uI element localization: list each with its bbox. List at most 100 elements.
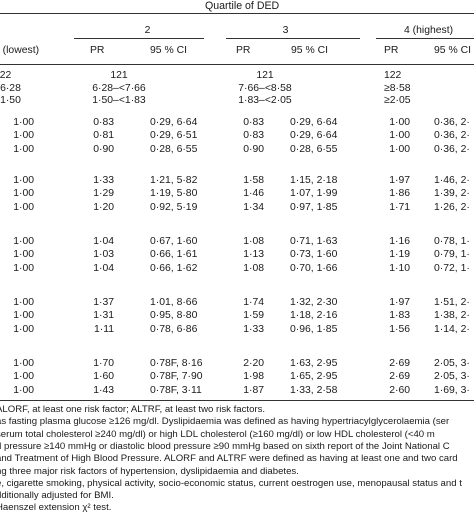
table-cell: 0·73, 1·60 bbox=[290, 249, 338, 261]
column-header: PR bbox=[236, 45, 251, 56]
table-cell: 1·51, 2· bbox=[434, 297, 470, 308]
table-cell: 1·00 bbox=[13, 201, 34, 213]
table-cell: 1·39, 2· bbox=[434, 188, 470, 200]
footnote-line: and Treatment of High Blood Pressure. AL… bbox=[0, 453, 458, 465]
footnote-line: as fasting plasma glucose ≥126 mg/dl. Dy… bbox=[0, 416, 450, 428]
table-cell: 1·14, 2· bbox=[434, 323, 470, 335]
table-cell: 0·29, 6·51 bbox=[150, 130, 198, 142]
table-cell: 0·28, 6·55 bbox=[290, 143, 338, 155]
table-cell: 0·36, 2· bbox=[434, 143, 470, 155]
table-cell: 1·59 bbox=[243, 310, 264, 322]
table-cell: 2·60 bbox=[389, 384, 410, 396]
column-header: 95 % CI bbox=[150, 45, 187, 56]
table-cell: 1·00 bbox=[389, 117, 410, 128]
summary-cell: 6·28–<7·66 bbox=[92, 82, 146, 94]
quartile-header: 2 bbox=[144, 25, 151, 36]
q2-rule bbox=[74, 38, 204, 39]
summary-cell: 122 bbox=[0, 70, 12, 81]
column-header: 95 % CI bbox=[434, 45, 471, 56]
table-cell: 1·98 bbox=[243, 371, 264, 383]
table-cell: 1·10 bbox=[389, 262, 410, 274]
table-cell: 1·00 bbox=[13, 262, 34, 274]
table-cell: 0·36, 2· bbox=[434, 117, 470, 128]
table-cell: 0·36, 2· bbox=[434, 130, 470, 142]
table-cell: 1·87 bbox=[243, 384, 264, 396]
table-cell: 1·70 bbox=[93, 358, 114, 369]
summary-cell: 121 bbox=[110, 70, 128, 81]
table-cell: 1·00 bbox=[13, 310, 34, 322]
table-cell: 1·00 bbox=[13, 117, 34, 128]
table-cell: 1·29 bbox=[93, 188, 114, 200]
header-bottom-rule bbox=[0, 64, 474, 65]
table-cell: 0·78F, 3·11 bbox=[150, 384, 202, 396]
footnote-line: e, cigarette smoking, physical activity,… bbox=[0, 477, 462, 489]
table-cell: 1·38, 2· bbox=[434, 310, 470, 322]
table-bottom-rule bbox=[0, 400, 474, 401]
table-cell: 2·05, 3· bbox=[434, 371, 470, 383]
table-cell: 0·96, 1·85 bbox=[290, 323, 338, 335]
quartile-header: 4 (highest) bbox=[404, 25, 454, 36]
table-cell: 0·97, 1·85 bbox=[290, 201, 338, 213]
column-header: PR bbox=[384, 45, 399, 56]
footnote-line: Haenszel extension χ² test. bbox=[0, 502, 112, 514]
table-cell: 0·81 bbox=[93, 130, 114, 142]
footnote-line: d pressure ≥140 mmHg or diastolic blood … bbox=[0, 440, 450, 452]
table-cell: 0·90 bbox=[93, 143, 114, 155]
table-cell: 2·69 bbox=[389, 358, 410, 369]
table-cell: 1·97 bbox=[389, 297, 410, 308]
table-cell: 0·90 bbox=[243, 143, 264, 155]
table-cell: 1·60 bbox=[93, 371, 114, 383]
table-cell: 1·63, 2·95 bbox=[290, 358, 338, 369]
table-cell: 1·43 bbox=[93, 384, 114, 396]
table-cell: 1·00 bbox=[13, 249, 34, 261]
table-cell: 0·92, 5·19 bbox=[150, 201, 198, 213]
table-cell: 1·00 bbox=[13, 371, 34, 383]
table-cell: 0·71, 1·63 bbox=[290, 236, 338, 247]
table-cell: 1·21, 5·82 bbox=[150, 175, 198, 186]
quartile-header: 3 bbox=[282, 25, 289, 36]
table-cell: 0·29, 6·64 bbox=[290, 130, 338, 142]
table-cell: 1·16 bbox=[389, 236, 410, 247]
table-cell: 0·83 bbox=[243, 130, 264, 142]
table-cell: 1·13 bbox=[243, 249, 264, 261]
table-cell: 1·00 bbox=[13, 358, 34, 369]
table-cell: 1·15, 2·18 bbox=[290, 175, 338, 186]
table-cell: 1·46, 2· bbox=[434, 175, 470, 186]
table-cell: 2·69 bbox=[389, 371, 410, 383]
table-cell: 0·66, 1·61 bbox=[150, 249, 198, 261]
spanner-rule bbox=[0, 13, 474, 14]
table-cell: 1·07, 1·99 bbox=[290, 188, 338, 200]
table-cell: 1·01, 8·66 bbox=[150, 297, 198, 308]
footnote-line: dditionally adjusted for BMI. bbox=[0, 490, 114, 502]
table-cell: 1·00 bbox=[389, 130, 410, 142]
table-cell: 1·32, 2·30 bbox=[290, 297, 338, 308]
table-cell: 1·00 bbox=[13, 175, 34, 186]
table-cell: 0·95, 8·80 bbox=[150, 310, 198, 322]
table-cell: 1·65, 2·95 bbox=[290, 371, 338, 383]
table-cell: 1·33 bbox=[243, 323, 264, 335]
q3-rule bbox=[226, 38, 360, 39]
table-cell: 0·29, 6·64 bbox=[150, 117, 198, 128]
table-cell: 1·19 bbox=[389, 249, 410, 261]
table-cell: 1·00 bbox=[13, 297, 34, 308]
quartile-header: 1 (lowest) bbox=[0, 45, 40, 56]
summary-cell: <6·28 bbox=[0, 82, 21, 94]
table-cell: 0·72, 1· bbox=[434, 262, 470, 274]
table-cell: 0·83 bbox=[243, 117, 264, 128]
summary-cell: 7·66–<8·58 bbox=[238, 82, 292, 94]
table-cell: 0·78F, 8·16 bbox=[150, 358, 203, 369]
table-cell: 0·83 bbox=[93, 117, 114, 128]
footnote-line: ng three major risk factors of hypertens… bbox=[0, 465, 299, 477]
table-cell: 1·00 bbox=[13, 188, 34, 200]
table-cell: 1·83 bbox=[389, 310, 410, 322]
table-cell: 0·67, 1·60 bbox=[150, 236, 198, 247]
table-cell: 1·00 bbox=[13, 384, 34, 396]
table-cell: 1·00 bbox=[13, 130, 34, 142]
table-cell: 1·74 bbox=[243, 297, 264, 308]
table-cell: 1·34 bbox=[243, 201, 264, 213]
table-cell: 2·05, 3· bbox=[434, 358, 470, 369]
table-cell: 0·70, 1·66 bbox=[290, 262, 338, 274]
column-header: PR bbox=[90, 45, 105, 56]
footnote-line: serum total cholesterol ≥240 mg/dl) or h… bbox=[0, 428, 435, 440]
table-cell: 1·00 bbox=[13, 143, 34, 155]
